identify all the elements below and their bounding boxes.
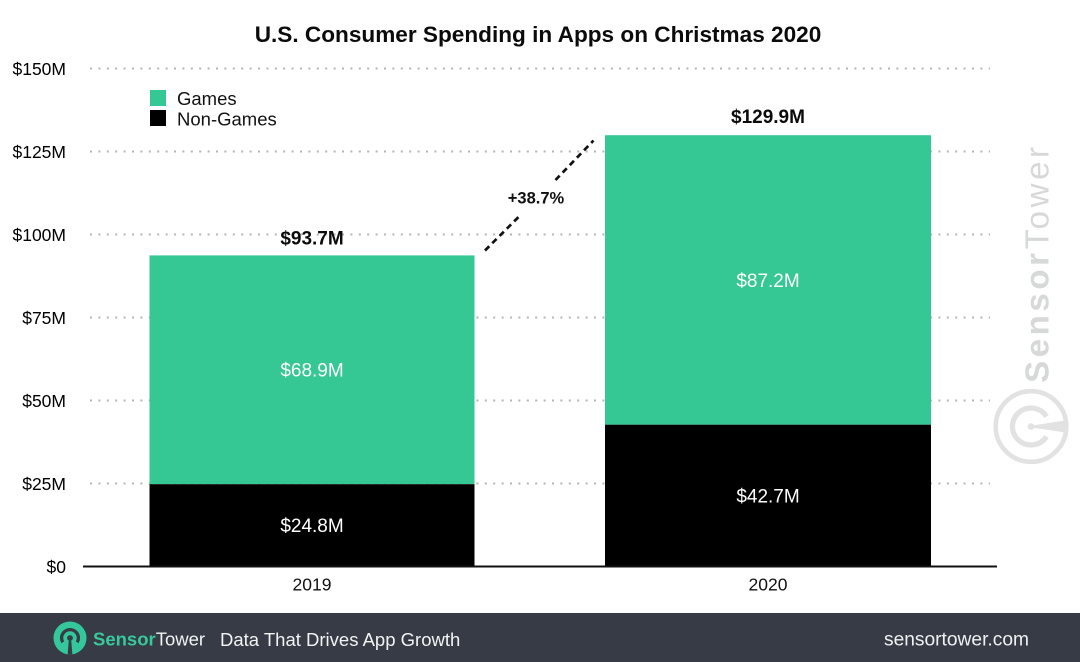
svg-text:$75M: $75M: [22, 308, 66, 328]
svg-text:$93.7M: $93.7M: [280, 229, 343, 250]
svg-text:Games: Games: [177, 88, 237, 109]
svg-text:$100M: $100M: [12, 225, 66, 245]
svg-text:sensortower.com: sensortower.com: [884, 630, 1029, 651]
svg-text:SensorTower: SensorTower: [93, 629, 205, 650]
svg-text:$50M: $50M: [22, 391, 66, 411]
svg-text:$87.2M: $87.2M: [736, 271, 799, 292]
svg-text:Non-Games: Non-Games: [177, 108, 277, 129]
svg-text:Data That Drives App Growth: Data That Drives App Growth: [220, 629, 460, 650]
svg-text:$0: $0: [47, 557, 67, 577]
svg-text:$24.8M: $24.8M: [280, 516, 343, 537]
svg-text:SensorTower: SensorTower: [1019, 143, 1056, 383]
svg-text:$129.9M: $129.9M: [731, 107, 805, 128]
svg-text:$68.9M: $68.9M: [280, 361, 343, 382]
svg-text:$42.7M: $42.7M: [736, 486, 799, 507]
svg-text:+38.7%: +38.7%: [508, 189, 565, 207]
svg-text:U.S. Consumer Spending in Apps: U.S. Consumer Spending in Apps on Christ…: [255, 22, 822, 47]
svg-text:2020: 2020: [749, 575, 788, 595]
svg-text:$150M: $150M: [12, 59, 66, 79]
svg-text:2019: 2019: [293, 575, 332, 595]
svg-text:$125M: $125M: [12, 142, 66, 162]
svg-text:$25M: $25M: [22, 474, 66, 494]
